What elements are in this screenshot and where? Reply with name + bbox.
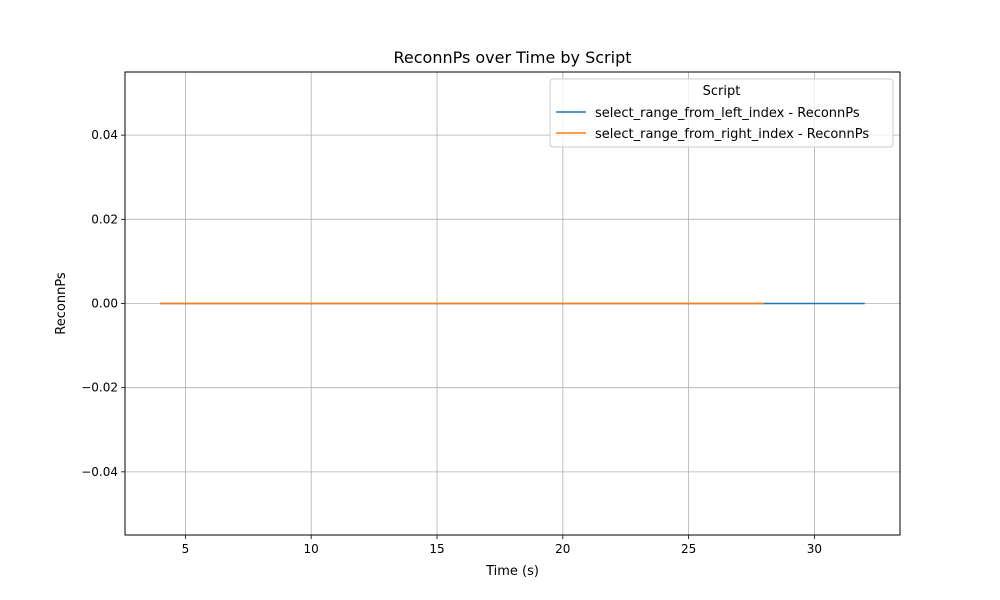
x-axis-label: Time (s) [485, 564, 539, 579]
x-tick-label: 25 [681, 542, 696, 556]
x-tick-label: 30 [807, 542, 822, 556]
x-tick-label: 10 [304, 542, 319, 556]
y-tick-label: 0.00 [91, 297, 118, 311]
y-axis-label: ReconnPs [54, 272, 69, 335]
y-axis: 0.04 0.02 0.00 −0.02 −0.04 [81, 128, 125, 479]
legend-box [549, 78, 894, 148]
legend-entry-2: select_range_from_right_index - ReconnPs [595, 127, 869, 142]
x-tick-label: 20 [555, 542, 570, 556]
x-tick-label: 15 [429, 542, 444, 556]
y-tick-label: 0.02 [91, 212, 118, 226]
x-axis: 5 10 15 20 25 30 [182, 535, 822, 556]
y-tick-label: −0.02 [81, 381, 118, 395]
x-tick-label: 5 [182, 542, 190, 556]
chart-title: ReconnPs over Time by Script [393, 48, 631, 67]
legend-entry-1: select_range_from_left_index - ReconnPs [595, 106, 860, 121]
y-tick-label: 0.04 [91, 128, 118, 142]
legend-title: Script [703, 84, 741, 99]
legend: Script select_range_from_left_index - Re… [549, 78, 894, 148]
y-tick-label: −0.04 [81, 465, 118, 479]
